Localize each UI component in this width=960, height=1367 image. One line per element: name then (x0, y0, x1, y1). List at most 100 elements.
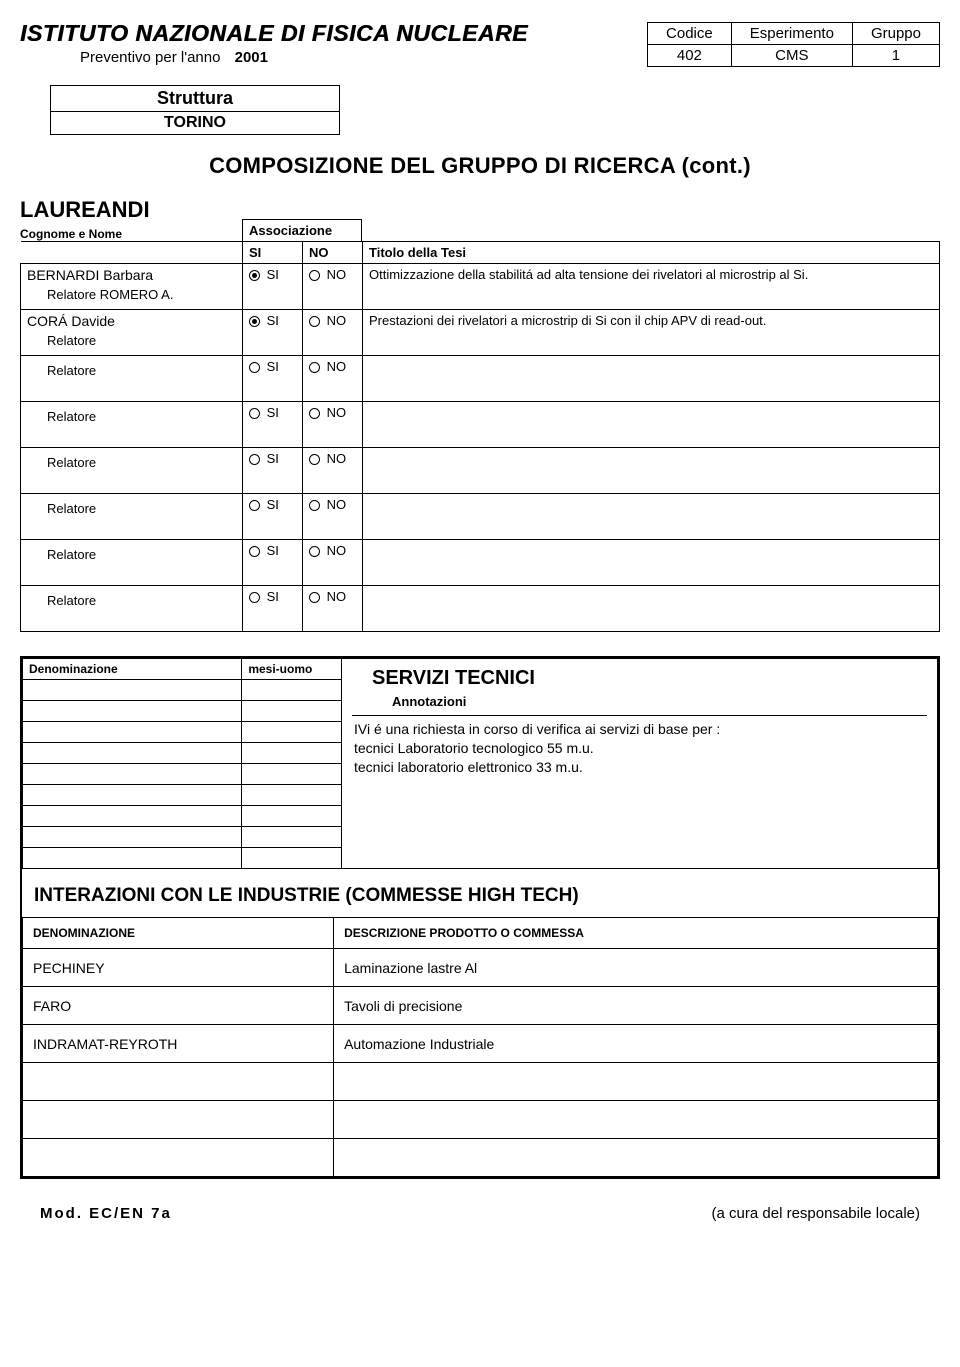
denom-row (23, 764, 342, 785)
radio-no[interactable] (309, 316, 320, 327)
radio-no[interactable] (309, 546, 320, 557)
no-cell[interactable]: NO (303, 540, 363, 586)
inter-desc-cell[interactable] (334, 1139, 938, 1177)
thesis-cell (363, 586, 940, 632)
laureandi-label-block: LAUREANDI Cognome e Nome (20, 197, 242, 241)
no-cell[interactable]: NO (303, 402, 363, 448)
name-cell: Relatore (21, 356, 243, 402)
radio-no[interactable] (309, 408, 320, 419)
no-label: NO (323, 451, 346, 466)
si-cell[interactable]: SI (243, 356, 303, 402)
inter-denom-cell[interactable]: PECHINEY (23, 949, 334, 987)
person-name: BERNARDI Barbara (27, 267, 236, 283)
annot-line-2: tecnici Laboratorio tecnologico 55 m.u. (354, 739, 925, 758)
inter-denom-cell[interactable] (23, 1139, 334, 1177)
no-label: NO (323, 543, 346, 558)
inter-denom-cell[interactable] (23, 1063, 334, 1101)
year-text: 2001 (235, 49, 268, 66)
header-row: ISTITUTO NAZIONALE DI FISICA NUCLEARE Pr… (20, 20, 940, 67)
thesis-cell (363, 448, 940, 494)
servizi-title: SERVIZI TECNICI (372, 667, 927, 690)
mesi-cell[interactable] (242, 743, 342, 764)
radio-si[interactable] (249, 592, 260, 603)
denom-cell[interactable] (23, 722, 242, 743)
radio-si[interactable] (249, 362, 260, 373)
mesi-cell[interactable] (242, 764, 342, 785)
si-cell[interactable]: SI (243, 402, 303, 448)
radio-si[interactable] (249, 500, 260, 511)
inter-denom-cell[interactable]: FARO (23, 987, 334, 1025)
si-cell[interactable]: SI (243, 264, 303, 310)
org-title: ISTITUTO NAZIONALE DI FISICA NUCLEARE (20, 20, 647, 47)
mesi-cell[interactable] (242, 680, 342, 701)
no-label: NO (323, 313, 346, 328)
no-cell[interactable]: NO (303, 494, 363, 540)
mesi-cell[interactable] (242, 701, 342, 722)
name-cell: Relatore (21, 494, 243, 540)
radio-no[interactable] (309, 454, 320, 465)
radio-si[interactable] (249, 546, 260, 557)
inter-denom-cell[interactable] (23, 1101, 334, 1139)
laureandi-row: Relatore SI NO (21, 402, 940, 448)
inter-denom-cell[interactable]: INDRAMAT-REYROTH (23, 1025, 334, 1063)
denom-cell[interactable] (23, 848, 242, 869)
mesi-cell[interactable] (242, 827, 342, 848)
si-cell[interactable]: SI (243, 586, 303, 632)
mesi-cell[interactable] (242, 722, 342, 743)
mesi-cell[interactable] (242, 785, 342, 806)
name-cell: BERNARDI BarbaraRelatore ROMERO A. (21, 264, 243, 310)
si-cell[interactable]: SI (243, 494, 303, 540)
info-value-esperimento: CMS (731, 45, 852, 67)
thesis-cell (363, 494, 940, 540)
radio-no[interactable] (309, 592, 320, 603)
laureandi-row: Relatore SI NO (21, 448, 940, 494)
denom-cell[interactable] (23, 680, 242, 701)
interazioni-row: PECHINEYLaminazione lastre Al (23, 949, 938, 987)
radio-si[interactable] (249, 408, 260, 419)
denom-cell[interactable] (23, 743, 242, 764)
footer: Mod. EC/EN 7a (a cura del responsabile l… (20, 1179, 940, 1222)
footer-left: Mod. EC/EN 7a (40, 1205, 172, 1222)
radio-si[interactable] (249, 270, 260, 281)
si-cell[interactable]: SI (243, 448, 303, 494)
no-cell[interactable]: NO (303, 356, 363, 402)
si-label: SI (263, 359, 279, 374)
si-label: SI (263, 543, 279, 558)
inter-desc-cell[interactable]: Laminazione lastre Al (334, 949, 938, 987)
si-cell[interactable]: SI (243, 310, 303, 356)
denom-cell[interactable] (23, 701, 242, 722)
col-thesis-header: Titolo della Tesi (363, 242, 940, 264)
info-value-gruppo: 1 (852, 45, 939, 67)
radio-no[interactable] (309, 270, 320, 281)
info-header-codice: Codice (648, 23, 732, 45)
inter-desc-cell[interactable] (334, 1063, 938, 1101)
no-cell[interactable]: NO (303, 586, 363, 632)
mesi-cell[interactable] (242, 848, 342, 869)
no-cell[interactable]: NO (303, 310, 363, 356)
inter-desc-cell[interactable]: Automazione Industriale (334, 1025, 938, 1063)
denom-cell[interactable] (23, 785, 242, 806)
name-cell: Relatore (21, 586, 243, 632)
radio-no[interactable] (309, 500, 320, 511)
si-label: SI (263, 405, 279, 420)
name-cell: CORÁ DavideRelatore (21, 310, 243, 356)
inter-desc-cell[interactable]: Tavoli di precisione (334, 987, 938, 1025)
denom-row (23, 848, 342, 869)
radio-si[interactable] (249, 316, 260, 327)
denom-cell[interactable] (23, 806, 242, 827)
inter-desc-cell[interactable] (334, 1101, 938, 1139)
no-cell[interactable]: NO (303, 448, 363, 494)
relatore-label: Relatore ROMERO A. (27, 283, 236, 302)
name-cell: Relatore (21, 402, 243, 448)
laureandi-row: BERNARDI BarbaraRelatore ROMERO A. SI NO… (21, 264, 940, 310)
mesi-cell[interactable] (242, 806, 342, 827)
no-label: NO (323, 359, 346, 374)
radio-no[interactable] (309, 362, 320, 373)
denom-cell[interactable] (23, 827, 242, 848)
interazioni-row (23, 1139, 938, 1177)
no-label: NO (323, 497, 346, 512)
radio-si[interactable] (249, 454, 260, 465)
si-cell[interactable]: SI (243, 540, 303, 586)
no-cell[interactable]: NO (303, 264, 363, 310)
denom-cell[interactable] (23, 764, 242, 785)
